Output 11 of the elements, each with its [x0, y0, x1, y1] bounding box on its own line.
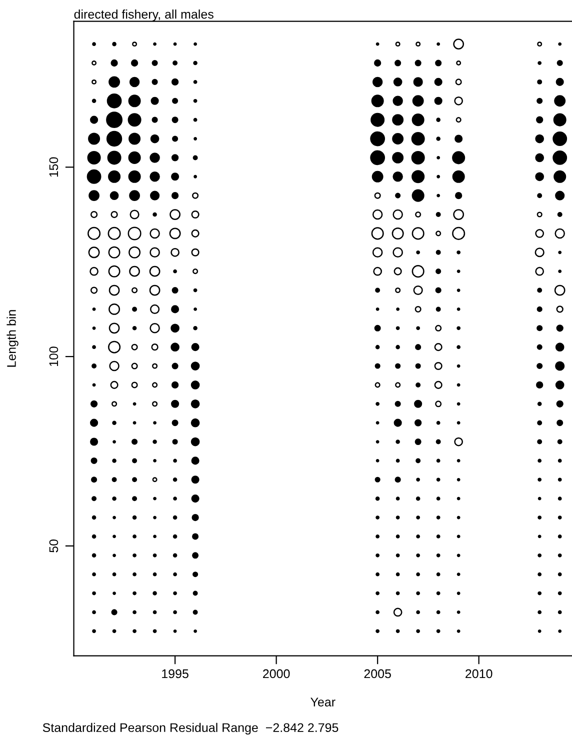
x-axis-title: Year: [310, 698, 336, 706]
chart-title: directed fishery, all males: [74, 10, 214, 22]
text: Standardized Pearson Residual Range −2.842 2.795: [42, 722, 338, 735]
x-tick-label: 2000: [263, 669, 290, 678]
x-tick-label: 2005: [364, 669, 391, 678]
y-tick-label: 100: [49, 346, 58, 366]
x-tick-label: 2010: [466, 669, 492, 678]
y-tick-label: 150: [49, 157, 58, 177]
x-tick-label: 1995: [162, 669, 188, 678]
y-axis-title: Length bin: [6, 310, 18, 367]
y-tick-label: 50: [49, 539, 58, 552]
